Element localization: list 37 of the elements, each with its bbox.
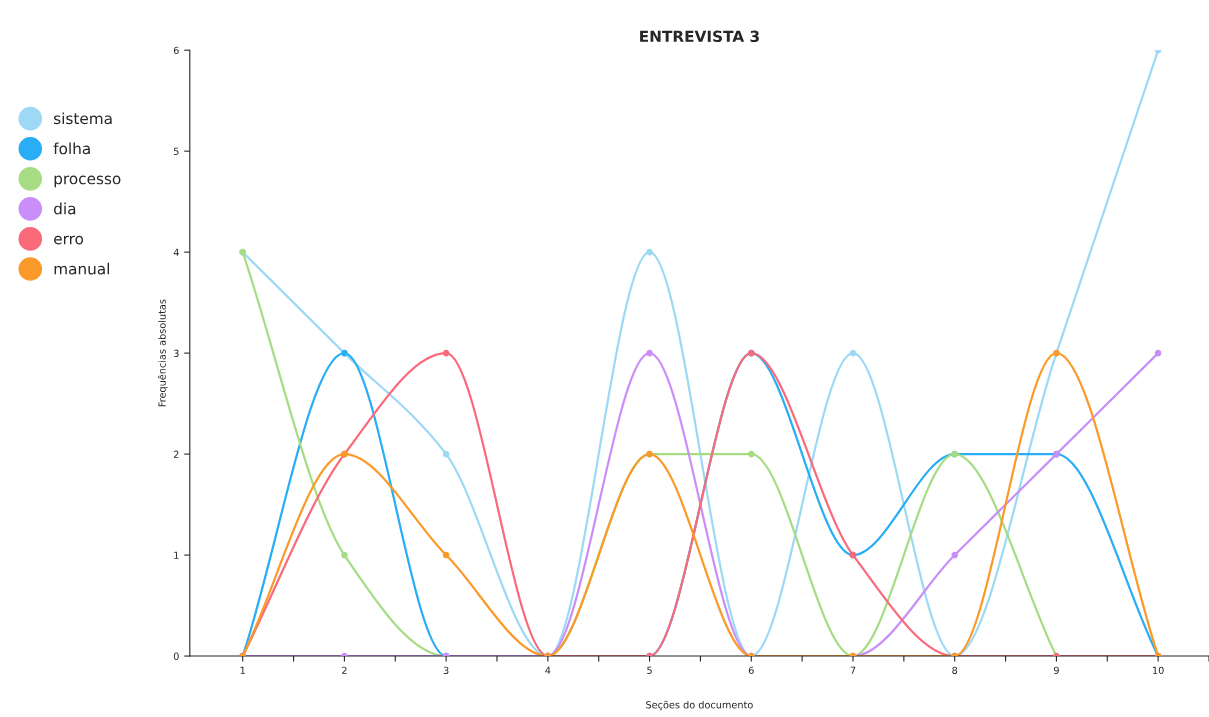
legend-label: folha: [53, 142, 90, 155]
point: [341, 652, 348, 657]
legend-label: manual: [54, 262, 109, 275]
point: [849, 349, 857, 357]
point: [442, 450, 450, 458]
x-tick-label: 7: [850, 666, 856, 674]
point: [951, 551, 959, 559]
point: [747, 450, 755, 458]
point: [341, 551, 348, 559]
x-tick-label: 2: [342, 666, 347, 674]
legend-label: sistema: [54, 112, 112, 125]
x-tick-label: 6: [748, 666, 754, 674]
point: [442, 551, 450, 559]
point: [646, 248, 653, 256]
point: [442, 349, 450, 357]
point: [646, 349, 653, 357]
chart-title: ENTREVISTA 3: [640, 30, 759, 43]
x-tick-label: 3: [443, 666, 449, 674]
y-tick-label: 1: [174, 551, 179, 559]
x-axis-title: Seções do documento: [646, 700, 753, 711]
legend-label: erro: [54, 235, 84, 245]
legend-label: processo: [54, 175, 121, 188]
y-tick-label: 2: [173, 450, 179, 458]
x-tick-label: 10: [1153, 666, 1164, 674]
point: [1154, 349, 1162, 357]
x-tick-label: 8: [952, 666, 958, 674]
legend-label: dia: [54, 202, 76, 215]
y-tick-label: 5: [173, 147, 179, 155]
y-tick-label: 6: [173, 46, 179, 55]
y-tick-label: 4: [173, 248, 179, 256]
x-tick-label: 9: [1053, 666, 1059, 674]
y-tick-label: 3: [173, 349, 179, 357]
x-tick-label: 5: [647, 666, 652, 674]
x-tick-label: 1: [240, 666, 245, 674]
x-tick-label: 4: [545, 666, 551, 674]
y-tick-label: 0: [173, 652, 179, 660]
y-axis-title: Frequências absolutas: [157, 299, 168, 407]
